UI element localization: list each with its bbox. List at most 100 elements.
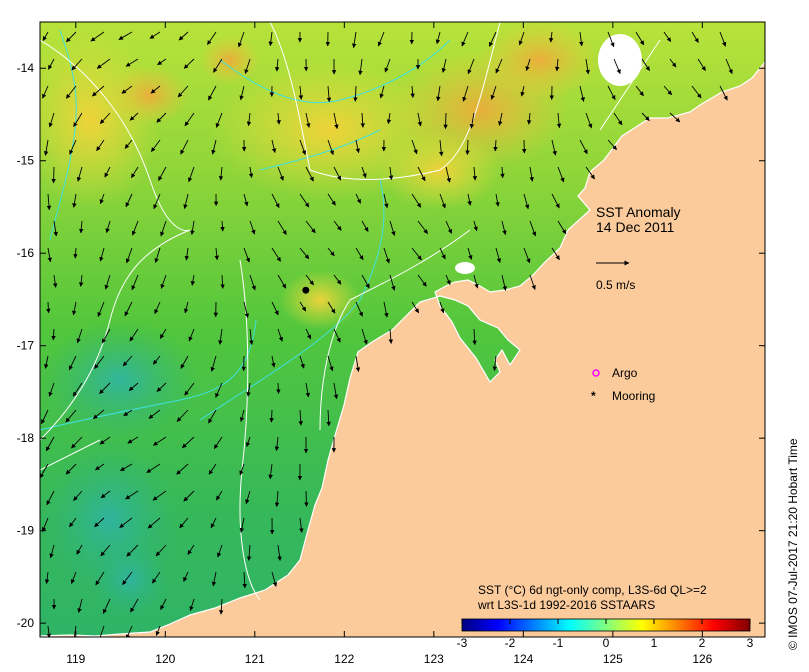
current-vector <box>154 247 161 264</box>
current-vector <box>176 463 189 475</box>
current-vector <box>246 382 251 397</box>
current-vector <box>239 517 245 533</box>
current-vector <box>126 544 139 557</box>
current-vector <box>417 112 423 127</box>
current-vector <box>150 85 161 94</box>
current-vector <box>125 247 133 264</box>
current-vector <box>274 490 280 508</box>
current-vector <box>719 31 727 47</box>
current-vector <box>183 571 189 582</box>
credit-text: © IMOS 07-Jul-2017 21:20 Hobart Time <box>786 438 800 650</box>
current-vector <box>49 544 55 559</box>
current-vector <box>65 31 77 43</box>
current-vector <box>76 544 83 555</box>
current-vector <box>556 112 562 129</box>
current-vector <box>176 409 189 422</box>
current-vector <box>635 85 644 97</box>
current-vector <box>305 274 314 286</box>
colorbar: SST (°C) 6d ngt-only comp, L3S-6d QL>=2 … <box>457 583 754 650</box>
current-vector <box>523 247 531 264</box>
current-vector <box>48 112 55 128</box>
current-vector <box>613 112 623 126</box>
current-vector <box>473 274 479 289</box>
current-vector <box>501 220 507 236</box>
current-vector <box>128 382 139 391</box>
current-vector <box>183 490 195 502</box>
current-vector <box>153 436 167 446</box>
current-vector <box>441 58 447 73</box>
colorbar-caption-line-2: wrt L3S-1d 1992-2016 SSTAARS <box>477 598 655 612</box>
current-vector <box>389 274 396 291</box>
x-tick-label: 120 <box>155 652 175 666</box>
current-vector <box>215 382 223 398</box>
current-vector <box>327 139 334 156</box>
current-vector <box>131 220 139 236</box>
current-vector <box>439 193 446 209</box>
current-vector <box>245 490 251 505</box>
title-line-1: SST Anomaly <box>596 204 681 220</box>
current-vector <box>249 274 256 291</box>
current-vector <box>467 58 475 75</box>
current-vector <box>384 58 391 73</box>
current-vector <box>271 355 276 368</box>
current-vector <box>579 139 588 155</box>
current-vector <box>495 58 503 74</box>
current-vector <box>472 328 477 346</box>
current-vector <box>327 301 336 314</box>
current-vector <box>725 58 733 75</box>
current-vector <box>248 166 254 179</box>
current-vector <box>492 355 498 372</box>
current-vector <box>44 355 49 369</box>
current-vector <box>607 85 616 101</box>
current-vector <box>411 139 418 155</box>
current-vector <box>277 328 284 342</box>
current-vector <box>48 382 55 397</box>
current-vector <box>214 247 220 261</box>
current-vector <box>305 328 312 340</box>
colorbar-tick-label: 0 <box>603 636 610 650</box>
current-vector <box>579 31 584 47</box>
current-vector <box>551 193 560 209</box>
current-vector <box>498 112 503 126</box>
missing-data-patch <box>598 34 642 86</box>
current-vector <box>183 58 195 69</box>
current-vector <box>125 490 139 500</box>
current-vector <box>155 625 161 636</box>
current-vector <box>95 463 105 471</box>
colorbar-tick-label: 2 <box>699 636 706 650</box>
current-vector <box>46 625 52 637</box>
current-vector <box>243 193 249 207</box>
colorbar-tick-label: 3 <box>747 636 754 650</box>
current-vector <box>122 571 133 585</box>
current-vector <box>469 112 475 129</box>
current-vector <box>92 409 105 420</box>
current-vector <box>529 274 536 290</box>
current-vector <box>274 436 280 452</box>
current-vector <box>131 274 139 291</box>
current-vector <box>305 166 314 182</box>
current-vector <box>271 139 277 154</box>
argo-marker-icon <box>592 369 600 377</box>
current-vector <box>52 274 58 288</box>
current-vector <box>99 193 105 205</box>
current-vector <box>360 112 365 128</box>
current-vector <box>246 544 252 561</box>
current-vector <box>641 58 650 72</box>
current-vector <box>99 247 105 262</box>
current-vector <box>299 139 307 156</box>
current-vector <box>663 31 672 43</box>
current-vector <box>353 85 358 102</box>
current-vector <box>435 31 441 45</box>
current-vector <box>274 58 280 72</box>
y-tick-label: -16 <box>17 246 35 260</box>
current-vector <box>101 328 111 344</box>
current-vector <box>333 166 342 181</box>
x-tick-label: 119 <box>66 652 85 666</box>
current-vector <box>467 193 472 206</box>
colorbar-tick-label: -3 <box>457 636 468 650</box>
current-vector <box>129 112 139 121</box>
legend-mooring-label: Mooring <box>612 389 655 403</box>
current-vector <box>327 355 334 372</box>
current-vector <box>152 571 161 584</box>
current-vector <box>355 355 361 372</box>
